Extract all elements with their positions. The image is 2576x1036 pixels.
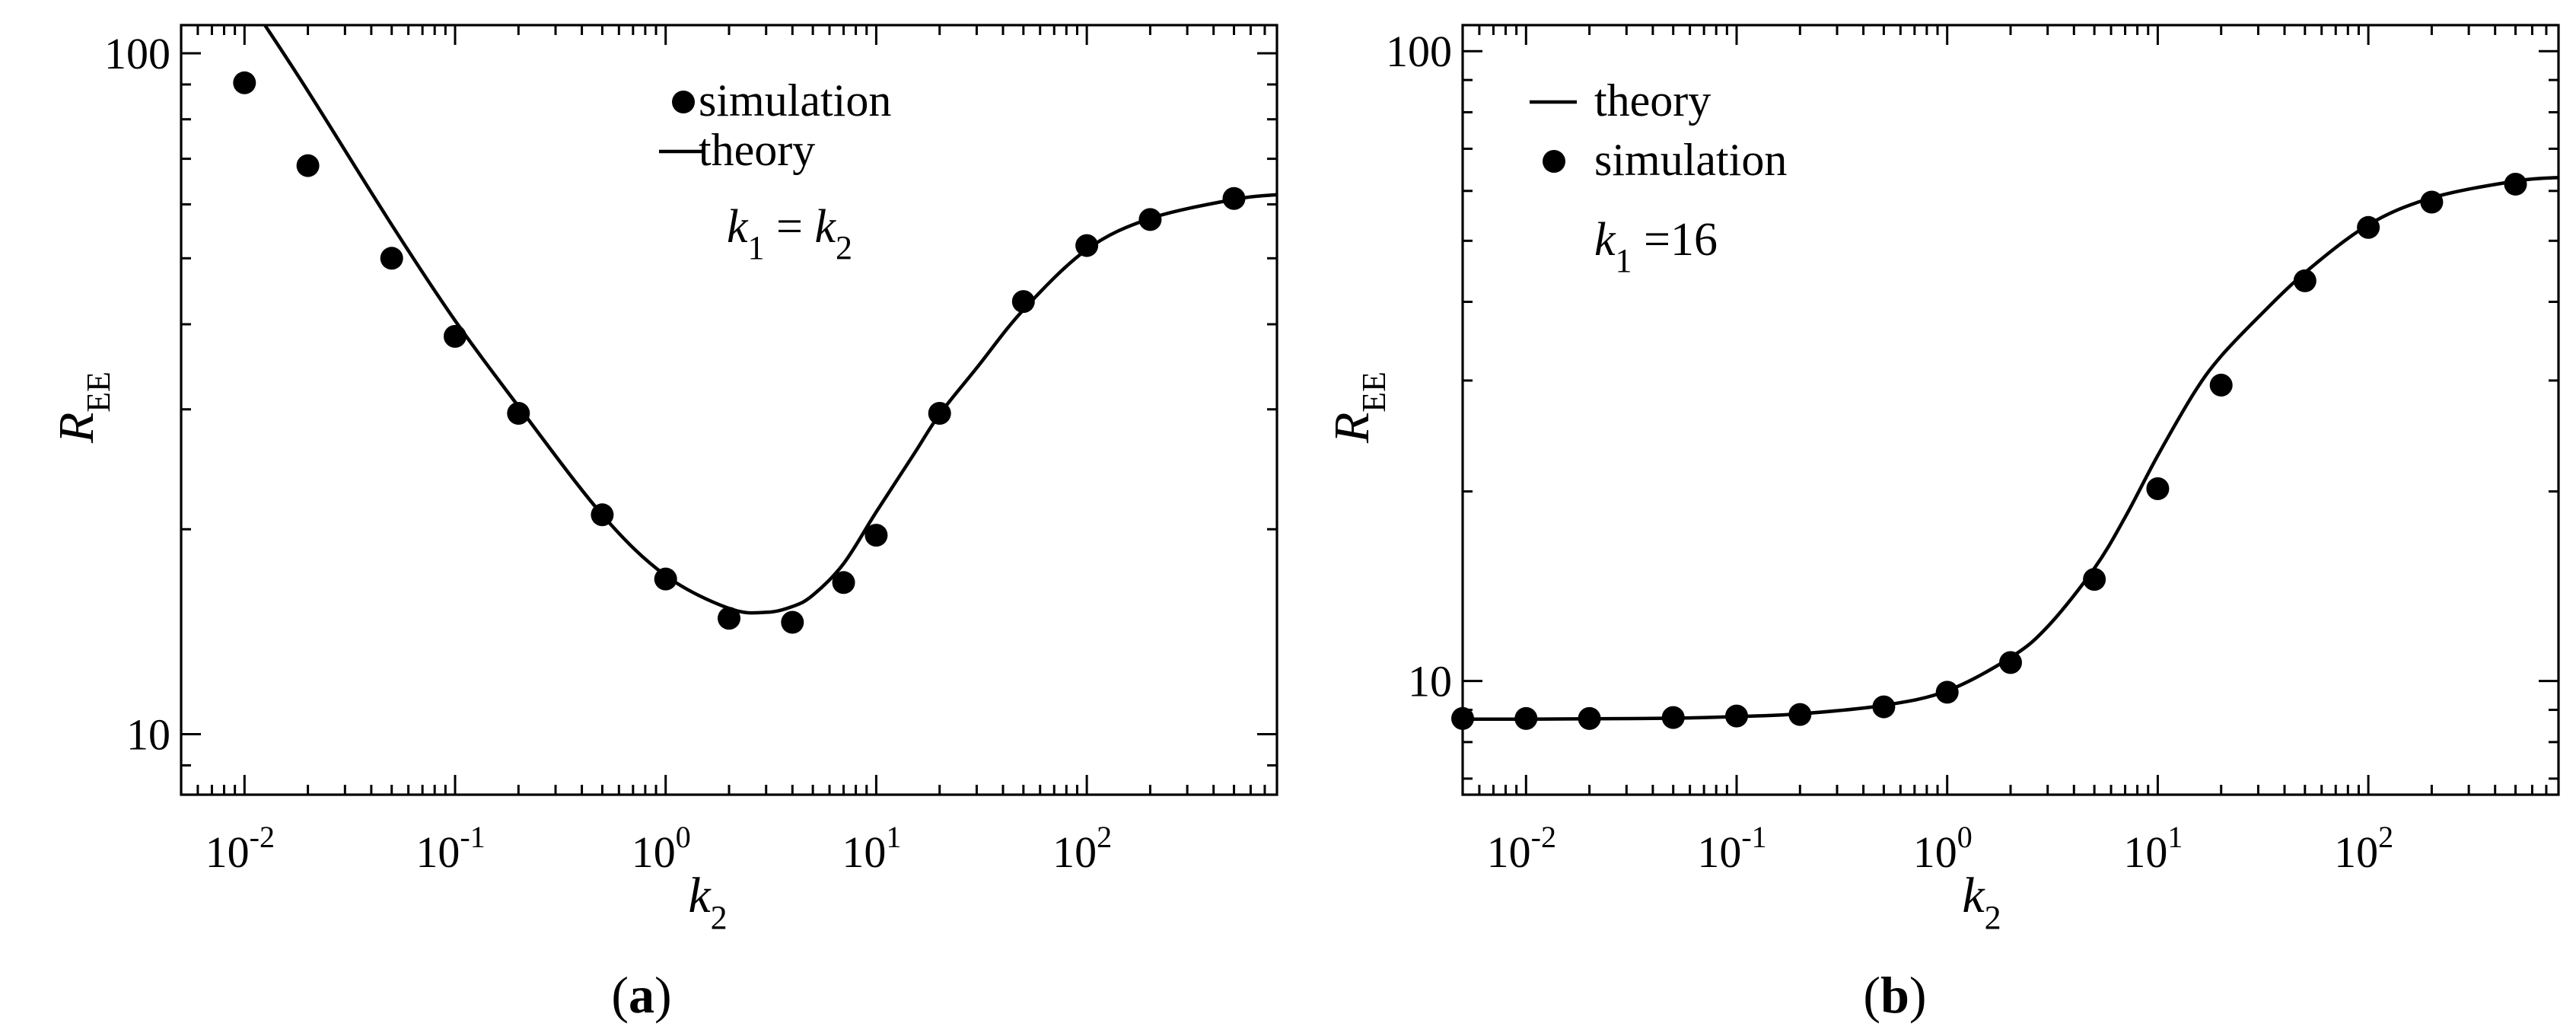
theory-curve — [1463, 176, 2558, 721]
x-tick-label: 10-1 — [416, 820, 485, 877]
parameter-annotation: k1 = k2 — [727, 201, 852, 266]
parameter-annotation: k1 =16 — [1594, 214, 1718, 279]
x-tick-label: 101 — [2123, 820, 2183, 877]
panel-b-chart: 10-2 10-1 100 101 10210100k2REEtheorysimulat… — [1324, 24, 2560, 1024]
x-axis-ticks — [180, 25, 1278, 795]
simulation-points — [1451, 172, 2527, 730]
simulation-point — [296, 154, 320, 177]
simulation-point — [2504, 172, 2527, 196]
x-tick-label: 100 — [1913, 820, 1973, 877]
y-tick-label: 10 — [1408, 657, 1452, 706]
y-tick-label: 100 — [1386, 27, 1452, 76]
legend-label-simulation: simulation — [1594, 135, 1787, 185]
simulation-point — [507, 401, 530, 425]
simulation-point — [444, 324, 466, 348]
simulation-point — [2209, 373, 2233, 397]
x-tick-label: 10-2 — [205, 820, 275, 877]
x-axis-label: k2 — [1962, 868, 2001, 936]
simulation-points — [233, 71, 1246, 634]
theory-curve — [263, 25, 1277, 615]
simulation-point — [380, 247, 403, 270]
simulation-point — [1075, 234, 1099, 257]
simulation-point — [1011, 290, 1035, 314]
x-axis-label: k2 — [688, 868, 727, 936]
simulation-point — [718, 607, 740, 630]
y-tick-label: 10 — [126, 710, 170, 760]
legend-label-theory: theory — [1594, 75, 1711, 126]
panel-a-chart: 10-2 10-1 100 101 10210100k2REEsimulationthe… — [49, 24, 1278, 1024]
x-tick-label: 101 — [842, 820, 901, 877]
simulation-point — [2146, 477, 2170, 501]
simulation-point — [233, 71, 256, 94]
legend-label-simulation: simulation — [699, 75, 891, 126]
panel-label: (a) — [611, 966, 671, 1024]
legend-marker-simulation — [1543, 150, 1565, 173]
panel-label: (b) — [1863, 966, 1926, 1024]
simulation-point — [1999, 651, 2022, 674]
y-axis-label: REE — [49, 371, 117, 444]
simulation-point — [1451, 706, 1474, 730]
y-axis-ticks — [181, 52, 1277, 767]
y-axis-label: REE — [1324, 371, 1393, 444]
y-tick-label: 100 — [104, 29, 170, 78]
x-axis-ticks — [1461, 25, 2560, 795]
x-tick-label: 102 — [1052, 820, 1112, 877]
x-tick-label: 10-1 — [1697, 820, 1766, 877]
legend: theory simulation — [1530, 75, 1787, 185]
simulation-point — [865, 524, 888, 547]
x-tick-label: 10-2 — [1487, 820, 1556, 877]
x-tick-label: 102 — [2334, 820, 2393, 877]
simulation-point — [781, 610, 804, 634]
x-tick-label: 100 — [632, 820, 691, 877]
legend-label-theory: theory — [699, 125, 815, 175]
simulation-point — [2293, 269, 2316, 292]
simulation-point — [832, 571, 855, 595]
legend-marker-simulation — [672, 91, 695, 113]
